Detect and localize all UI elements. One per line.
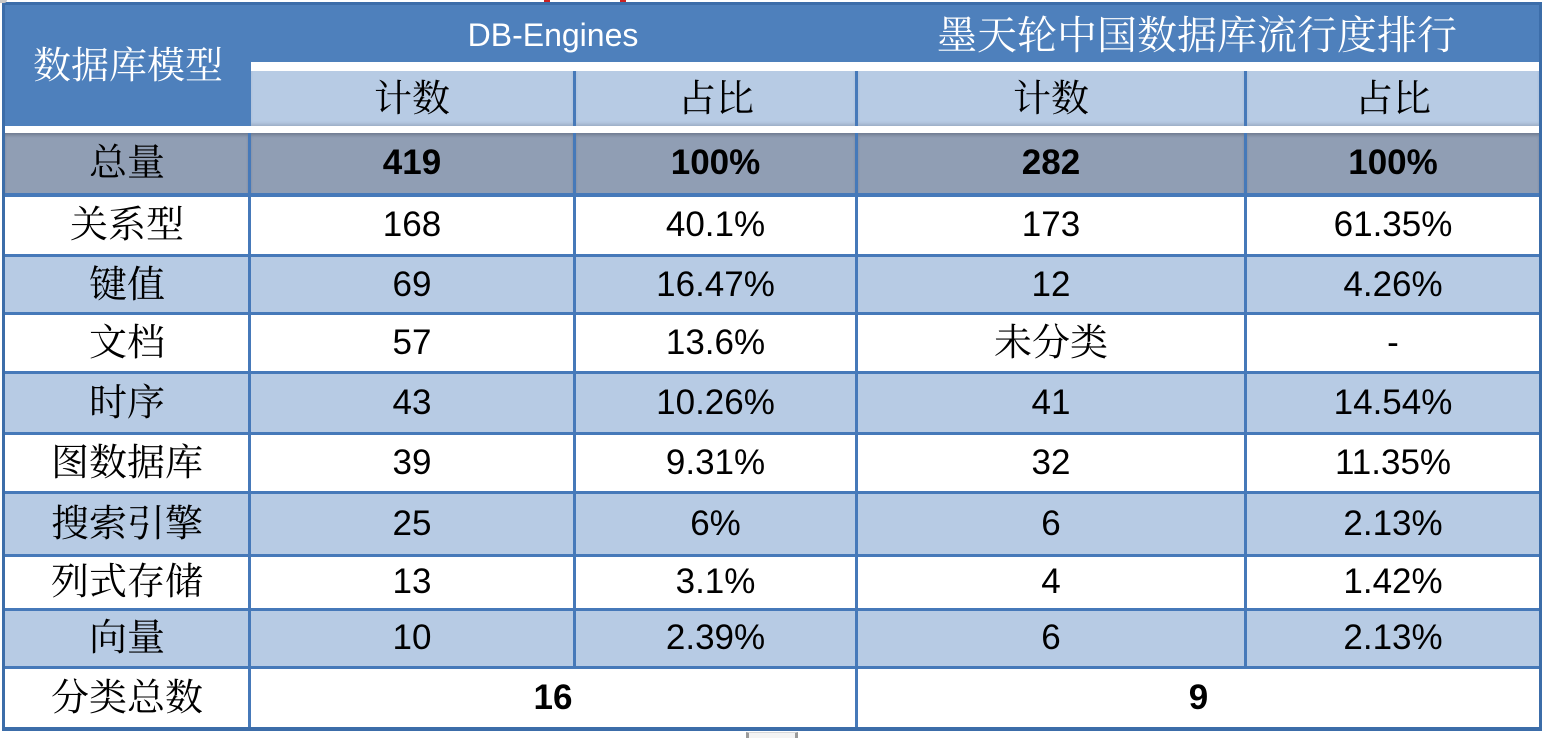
row-label-graph [5, 435, 248, 491]
source-header-modb [855, 5, 1539, 62]
source-header-db-engines-label: DB-Engines [467, 17, 639, 53]
footer-modb-total: 9 [858, 669, 1539, 727]
row-vector-value-0: 10 [251, 610, 573, 666]
crop-artifact-bottom-box [746, 732, 798, 738]
row-key-value-value-0: 69 [251, 257, 573, 312]
row-time-series-value-2: 41 [858, 374, 1244, 432]
row-label-total [5, 133, 248, 193]
row-label-relational [5, 196, 248, 254]
row-label-time-series [5, 374, 248, 432]
row-relational-value-0: 168 [251, 196, 573, 254]
row-columnar-value-2: 4 [858, 557, 1244, 608]
row-key-value-value-1: 16.47% [576, 257, 855, 312]
row-key-value-value-2: 12 [858, 257, 1244, 312]
row-columnar-value-3: 1.42% [1247, 557, 1539, 608]
corner-header-database-model [5, 5, 251, 126]
row-document-value-1: 13.6% [576, 315, 855, 371]
row-total-value-1: 100% [576, 133, 855, 193]
row-vector-value-2: 6 [858, 610, 1244, 666]
row-relational-value-2: 173 [858, 196, 1244, 254]
row-search-engine-value-3: 2.13% [1247, 494, 1539, 554]
row-total-value-3: 100% [1247, 133, 1539, 193]
row-vector-value-1: 2.39% [576, 610, 855, 666]
row-label-key-value [5, 257, 248, 312]
row-label-columnar [5, 557, 248, 608]
row-columnar-value-1: 3.1% [576, 557, 855, 608]
crop-artifact-red-mark-2 [620, 0, 626, 2]
row-graph-value-2: 32 [858, 435, 1244, 491]
row-label-document [5, 315, 248, 371]
row-time-series-value-0: 43 [251, 374, 573, 432]
row-label-vector [5, 610, 248, 666]
subheader-gap-strip [5, 126, 1539, 133]
crop-artifact-red-mark-1 [544, 0, 550, 2]
source-header-modb-label [937, 14, 1457, 54]
row-vector-value-3: 2.13% [1247, 610, 1539, 666]
row-document-value-3: - [1247, 315, 1539, 371]
row-label-search-engine [5, 494, 248, 554]
subheader-modb-share [1247, 71, 1539, 126]
row-graph-value-1: 9.31% [576, 435, 855, 491]
row-total-value-0: 419 [251, 133, 573, 193]
row-search-engine-value-2: 6 [858, 494, 1244, 554]
subheader-modb-count [858, 71, 1244, 126]
source-header-db-engines: DB-Engines [251, 5, 855, 62]
row-columnar-value-0: 13 [251, 557, 573, 608]
row-time-series-value-3: 14.54% [1247, 374, 1539, 432]
row-total-value-2: 282 [858, 133, 1244, 193]
row-relational-value-3: 61.35% [1247, 196, 1539, 254]
row-graph-value-0: 39 [251, 435, 573, 491]
subheader-dbengines-share [576, 71, 855, 126]
row-document-value-0: 57 [251, 315, 573, 371]
source-header-band: DB-Engines [251, 5, 1539, 62]
footer-dbengines-total: 16 [251, 669, 855, 727]
row-graph-value-3: 11.35% [1247, 435, 1539, 491]
row-search-engine-value-0: 25 [251, 494, 573, 554]
header-gap-strip [251, 62, 1539, 71]
row-document-value-2 [858, 315, 1244, 371]
row-time-series-value-1: 10.26% [576, 374, 855, 432]
footer-label [5, 669, 248, 727]
subheader-dbengines-count [251, 71, 573, 126]
row-search-engine-value-1: 6% [576, 494, 855, 554]
row-relational-value-1: 40.1% [576, 196, 855, 254]
row-key-value-value-3: 4.26% [1247, 257, 1539, 312]
crop-artifact-corner [0, 0, 7, 3]
